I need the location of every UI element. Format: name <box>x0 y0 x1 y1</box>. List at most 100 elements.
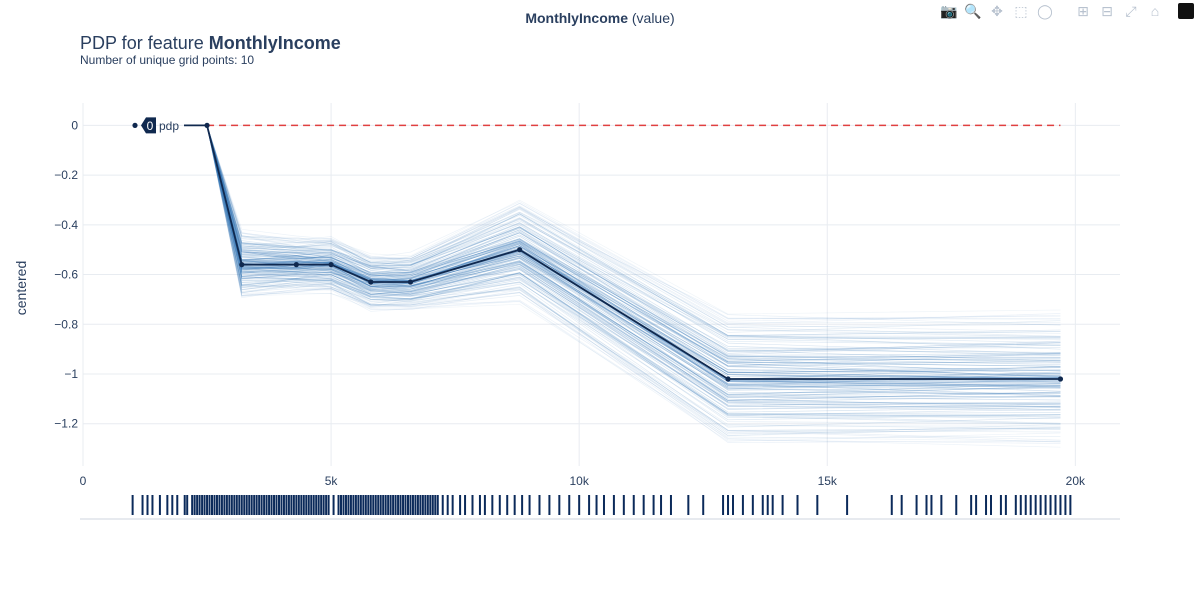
ice-line <box>206 125 1061 403</box>
ice-line <box>206 125 1061 339</box>
lasso-select-icon[interactable]: ◯ <box>1037 2 1053 19</box>
plotly-logo-icon[interactable] <box>1178 3 1194 19</box>
pdp-point[interactable] <box>368 279 374 285</box>
ice-line <box>206 125 1061 338</box>
ice-line <box>206 125 1061 333</box>
ice-line <box>206 125 1061 356</box>
ice-line <box>206 125 1061 408</box>
pdp-point[interactable] <box>407 279 414 285</box>
ice-line <box>206 125 1061 441</box>
ice-line <box>206 125 1061 439</box>
ice-line <box>206 125 1061 367</box>
pan-icon[interactable]: ✥ <box>991 2 1003 19</box>
legend-badge <box>141 117 156 134</box>
legend-marker <box>132 122 138 128</box>
ice-line <box>206 125 1061 371</box>
ice-line <box>206 125 1061 406</box>
pdp-point[interactable] <box>725 376 731 382</box>
modebar: 📷 🔍 ✥ ⬚ ◯ ⊞ ⊟ ⤢ ⌂ <box>940 2 1194 20</box>
ice-line <box>206 125 1061 401</box>
ice-line <box>206 125 1061 326</box>
ice-line <box>206 125 1061 409</box>
ice-line <box>206 125 1061 377</box>
ice-line <box>206 125 1061 425</box>
pdp-line-layer <box>204 122 1064 382</box>
pdp-point[interactable] <box>328 262 334 268</box>
ice-line <box>206 125 1061 359</box>
pdp-point[interactable] <box>1057 376 1064 382</box>
ice-line <box>206 125 1061 328</box>
ice-line <box>206 125 1061 433</box>
ice-line <box>206 125 1061 346</box>
ice-line <box>206 125 1061 377</box>
box-select-icon[interactable]: ⬚ <box>1014 2 1028 19</box>
ice-line <box>206 125 1061 412</box>
rug-layer <box>80 495 1120 520</box>
ice-line <box>206 125 1061 413</box>
autoscale-icon[interactable]: ⤢ <box>1125 2 1137 19</box>
ice-line <box>206 125 1061 394</box>
ice-line <box>206 125 1061 320</box>
ice-line <box>206 125 1061 410</box>
ice-line <box>206 125 1061 419</box>
x-tick-label: 15k <box>818 474 838 488</box>
ice-line <box>206 125 1061 421</box>
ice-line <box>206 125 1061 346</box>
reset-axes-icon[interactable]: ⌂ <box>1150 3 1160 19</box>
ice-line <box>206 125 1061 340</box>
top-title-feature: MonthlyIncome <box>525 10 628 26</box>
zoom-out-icon[interactable]: ⊟ <box>1101 2 1113 19</box>
ice-line <box>206 125 1061 443</box>
ice-line <box>206 125 1061 424</box>
chart-title-prefix: PDP for feature <box>80 33 209 53</box>
ice-line <box>206 125 1061 333</box>
ice-line <box>206 125 1061 401</box>
zoom-icon[interactable]: 🔍 <box>964 2 982 19</box>
ice-line <box>206 125 1061 374</box>
ice-line <box>206 125 1061 324</box>
ice-line <box>206 125 1061 398</box>
ice-line <box>206 125 1061 430</box>
ice-line <box>206 125 1061 367</box>
ice-line <box>206 125 1061 375</box>
ice-line <box>206 125 1061 437</box>
ice-line <box>206 125 1061 435</box>
ice-line <box>206 125 1061 350</box>
ice-line <box>206 125 1061 356</box>
ice-line <box>206 125 1061 416</box>
pdp-point[interactable] <box>517 247 523 253</box>
camera-icon[interactable]: 📷 <box>940 2 958 19</box>
ice-line <box>206 125 1061 334</box>
zoom-in-icon[interactable]: ⊞ <box>1077 2 1089 19</box>
ice-line <box>206 125 1061 436</box>
pdp-point[interactable] <box>293 262 299 268</box>
ice-line <box>206 125 1061 428</box>
ice-line <box>206 125 1061 358</box>
ice-line <box>206 125 1061 416</box>
y-tick-label: −0.2 <box>54 168 78 182</box>
pdp-point[interactable] <box>239 262 245 268</box>
y-tick-label: −0.4 <box>54 218 78 232</box>
ice-line <box>206 125 1061 337</box>
ice-line <box>206 125 1061 353</box>
ice-line <box>206 125 1061 448</box>
ice-line <box>206 125 1061 367</box>
x-tick-label: 20k <box>1066 474 1086 488</box>
ice-line <box>206 125 1061 354</box>
y-axis-title: centered <box>13 261 29 315</box>
ice-line <box>206 125 1061 390</box>
ice-line <box>206 125 1061 362</box>
top-title-suffix: (value) <box>627 10 675 26</box>
ice-line <box>206 125 1061 433</box>
ice-line <box>206 125 1061 431</box>
chart-title-feature: MonthlyIncome <box>208 33 341 53</box>
ice-line <box>206 125 1061 442</box>
ice-line <box>206 125 1061 336</box>
ice-line <box>206 125 1061 424</box>
ice-line <box>206 125 1061 349</box>
ice-line <box>206 125 1061 444</box>
y-tick-label: −1.2 <box>54 417 78 431</box>
ice-line <box>206 125 1061 355</box>
y-tick-label: −1 <box>64 367 78 381</box>
